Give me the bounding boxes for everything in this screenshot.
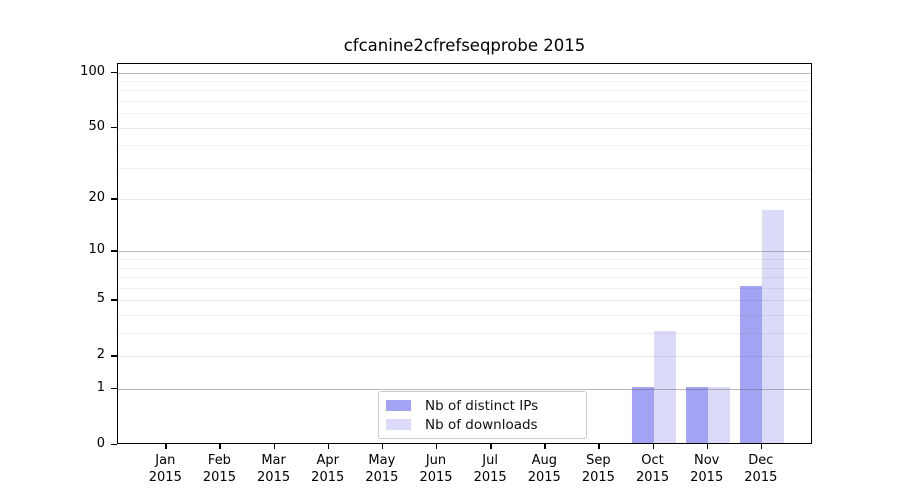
x-tick-label-apr: Apr 2015 bbox=[311, 453, 345, 485]
gridline-50 bbox=[118, 127, 811, 129]
x-tick-label-jan: Jan 2015 bbox=[148, 453, 182, 485]
x-tick-label-may: May 2015 bbox=[365, 453, 399, 485]
gridline-80 bbox=[118, 90, 811, 92]
x-tick-mark-mar bbox=[273, 444, 275, 449]
y-tick-label-5: 5 bbox=[96, 291, 105, 307]
legend-item-distinct-ips: Nb of distinct IPs bbox=[386, 397, 578, 414]
x-tick-mark-sep bbox=[598, 444, 600, 449]
y-tick-mark-10 bbox=[111, 250, 117, 252]
bar-downloads-nov bbox=[707, 387, 730, 443]
y-tick-mark-100 bbox=[111, 71, 117, 73]
bar-downloads-dec bbox=[761, 209, 784, 443]
gridline-100 bbox=[118, 72, 811, 74]
chart-title: cfcanine2cfrefseqprobe 2015 bbox=[343, 36, 586, 55]
x-tick-mark-feb bbox=[219, 444, 221, 449]
legend-item-downloads: Nb of downloads bbox=[386, 416, 578, 433]
bar-distinct-ips-nov bbox=[685, 387, 708, 443]
gridline-20 bbox=[118, 199, 811, 201]
gridline-3 bbox=[118, 333, 811, 335]
x-tick-mark-may bbox=[381, 444, 384, 449]
gridline-60 bbox=[118, 113, 811, 115]
gridline-10 bbox=[118, 251, 811, 253]
gridline-9 bbox=[118, 259, 811, 261]
gridline-40 bbox=[118, 145, 811, 147]
gridline-6 bbox=[118, 287, 811, 289]
x-tick-label-dec: Dec 2015 bbox=[744, 453, 778, 485]
x-tick-mark-dec bbox=[760, 444, 763, 449]
gridline-8 bbox=[118, 267, 811, 269]
y-tick-label-0: 0 bbox=[96, 436, 105, 451]
gridline-90 bbox=[118, 80, 811, 82]
legend: Nb of distinct IPs Nb of downloads bbox=[378, 391, 587, 439]
x-tick-label-nov: Nov 2015 bbox=[690, 453, 724, 485]
gridline-30 bbox=[118, 167, 811, 169]
gridline-4 bbox=[118, 315, 811, 317]
x-tick-mark-nov bbox=[706, 444, 709, 449]
y-tick-mark-20 bbox=[111, 198, 117, 200]
bar-distinct-ips-dec bbox=[739, 285, 762, 443]
y-tick-mark-1 bbox=[111, 388, 117, 390]
x-tick-label-jun: Jun 2015 bbox=[419, 453, 453, 485]
legend-label-downloads: Nb of downloads bbox=[425, 416, 538, 433]
legend-label-distinct-ips: Nb of distinct IPs bbox=[425, 397, 539, 414]
x-tick-label-oct: Oct 2015 bbox=[636, 453, 670, 485]
x-tick-label-aug: Aug 2015 bbox=[527, 453, 561, 485]
legend-swatch-downloads bbox=[386, 419, 411, 430]
gridline-1 bbox=[118, 389, 811, 391]
y-tick-label-1: 1 bbox=[96, 380, 105, 396]
x-tick-label-mar: Mar 2015 bbox=[257, 453, 291, 485]
gridline-7 bbox=[118, 277, 811, 279]
x-tick-label-sep: Sep 2015 bbox=[581, 453, 615, 485]
y-tick-label-100: 100 bbox=[80, 63, 105, 79]
y-tick-label-10: 10 bbox=[88, 242, 105, 258]
x-tick-mark-jun bbox=[436, 444, 438, 449]
y-tick-mark-50 bbox=[111, 126, 117, 129]
gridline-5 bbox=[118, 300, 811, 302]
x-tick-label-jul: Jul 2015 bbox=[473, 453, 507, 485]
y-tick-mark-5 bbox=[111, 299, 117, 301]
x-tick-mark-aug bbox=[544, 444, 546, 449]
gridline-2 bbox=[118, 356, 811, 358]
x-tick-mark-apr bbox=[327, 444, 330, 449]
x-tick-mark-oct bbox=[652, 444, 654, 449]
legend-swatch-distinct-ips bbox=[386, 400, 411, 411]
gridline-70 bbox=[118, 101, 811, 102]
bar-distinct-ips-oct bbox=[631, 387, 654, 443]
plot-area bbox=[117, 63, 812, 444]
y-tick-label-2: 2 bbox=[96, 347, 105, 363]
x-tick-label-feb: Feb 2015 bbox=[202, 453, 236, 485]
x-tick-mark-jul bbox=[490, 444, 492, 449]
y-tick-label-20: 20 bbox=[88, 190, 105, 206]
x-tick-mark-jan bbox=[165, 444, 167, 449]
y-tick-mark-0 bbox=[111, 444, 117, 446]
y-tick-mark-2 bbox=[111, 355, 117, 357]
y-tick-label-50: 50 bbox=[88, 118, 105, 134]
bar-downloads-oct bbox=[653, 331, 676, 443]
